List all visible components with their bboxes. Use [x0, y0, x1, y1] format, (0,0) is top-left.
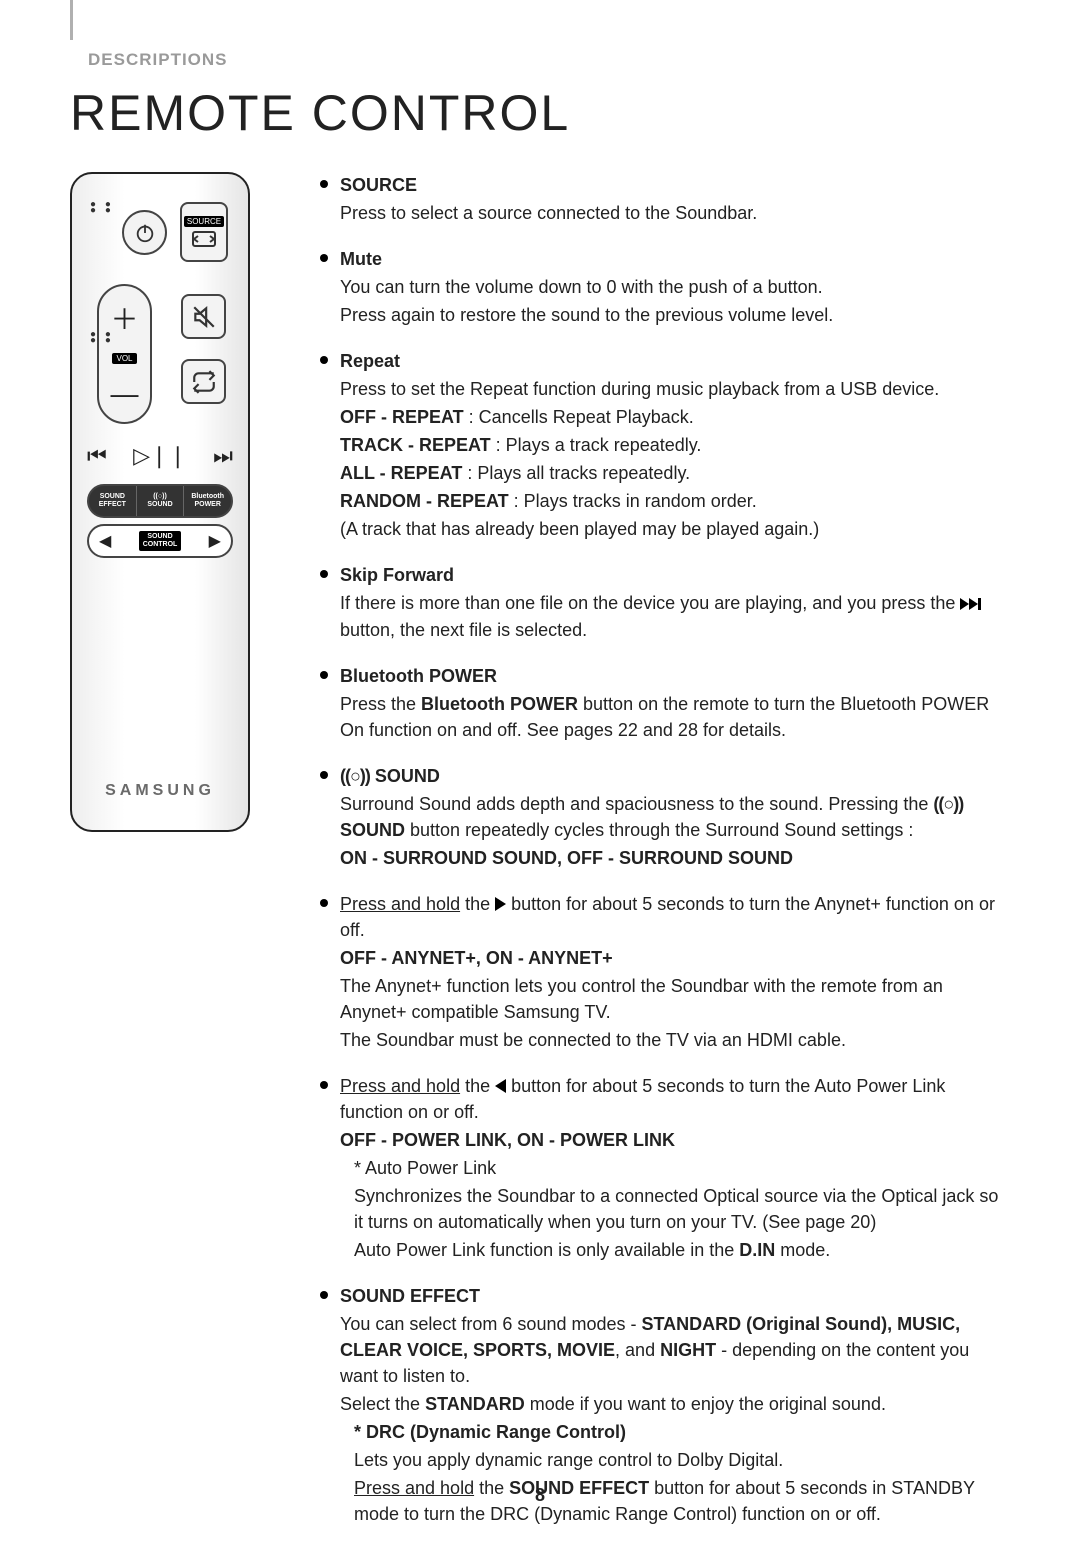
- item-subtext: * Auto Power Link: [340, 1155, 1010, 1181]
- plus-icon: ＋: [110, 298, 138, 338]
- transport-row: ⏮ ▷❘❘ ⏭: [87, 436, 233, 476]
- item-repeat: Repeat Press to set the Repeat function …: [320, 348, 1010, 542]
- sound-control-label: SOUNDCONTROL: [139, 531, 182, 551]
- remote-column: ● ●● ● SOURCE ＋ VOL — ● ●● ● ⏮ ▷❘: [70, 172, 270, 1547]
- item-options: ON - SURROUND SOUND, OFF - SURROUND SOUN…: [340, 845, 1010, 871]
- item-text: Press to set the Repeat function during …: [340, 376, 1010, 402]
- item-heading: ((○)) SOUND: [340, 763, 1010, 789]
- item-heading: Skip Forward: [340, 562, 1010, 588]
- volume-rocker-icon: ＋ VOL —: [97, 284, 152, 424]
- item-source: SOURCE Press to select a source connecte…: [320, 172, 1010, 226]
- dot-grid-icon: ● ●● ●: [90, 202, 114, 214]
- source-label: SOURCE: [184, 216, 224, 227]
- repeat-button-icon: [181, 359, 226, 404]
- item-power-link: Press and hold the button for about 5 se…: [320, 1073, 1010, 1263]
- right-arrow-icon: ▶: [209, 531, 221, 551]
- source-button-icon: SOURCE: [180, 202, 228, 262]
- item-options: OFF - POWER LINK, ON - POWER LINK: [340, 1127, 1010, 1153]
- item-text: You can turn the volume down to 0 with t…: [340, 274, 1010, 300]
- item-text: Surround Sound adds depth and spaciousne…: [340, 791, 1010, 843]
- item-text: Press to select a source connected to th…: [340, 200, 1010, 226]
- item-text: The Anynet+ function lets you control th…: [340, 973, 1010, 1025]
- item-text: ALL - REPEAT : Plays all tracks repeated…: [340, 460, 1010, 486]
- surround-icon: ((○)): [340, 766, 370, 786]
- item-text: (A track that has already been played ma…: [340, 516, 1010, 542]
- item-heading: SOUND EFFECT: [340, 1283, 1010, 1309]
- item-skip-forward: Skip Forward If there is more than one f…: [320, 562, 1010, 643]
- item-text: Select the STANDARD mode if you want to …: [340, 1391, 1010, 1417]
- play-pause-icon: ▷❘❘: [133, 443, 187, 469]
- surround-sound-cell: ((○))SOUND: [137, 486, 185, 516]
- item-subtext: Synchronizes the Soundbar to a connected…: [340, 1183, 1010, 1235]
- item-subtext: Auto Power Link function is only availab…: [340, 1237, 1010, 1263]
- function-pill-row: SOUNDEFFECT ((○))SOUND BluetoothPOWER: [87, 484, 233, 518]
- item-text: RANDOM - REPEAT : Plays tracks in random…: [340, 488, 1010, 514]
- item-anynet: Press and hold the button for about 5 se…: [320, 891, 1010, 1053]
- page-title: REMOTE CONTROL: [70, 84, 1010, 142]
- mute-button-icon: [181, 294, 226, 339]
- item-text: If there is more than one file on the de…: [340, 590, 1010, 643]
- play-icon: [495, 897, 506, 911]
- prev-track-icon: ⏮: [87, 443, 107, 469]
- item-bluetooth-power: Bluetooth POWER Press the Bluetooth POWE…: [320, 663, 1010, 743]
- item-mute: Mute You can turn the volume down to 0 w…: [320, 246, 1010, 328]
- minus-icon: —: [111, 378, 139, 410]
- item-text: Press again to restore the sound to the …: [340, 302, 1010, 328]
- drc-heading: * DRC (Dynamic Range Control): [340, 1419, 1010, 1445]
- item-heading: Bluetooth POWER: [340, 663, 1010, 689]
- item-surround-sound: ((○)) SOUND Surround Sound adds depth an…: [320, 763, 1010, 871]
- item-text: Press the Bluetooth POWER button on the …: [340, 691, 1010, 743]
- header-bar: [70, 0, 73, 40]
- item-text: The Soundbar must be connected to the TV…: [340, 1027, 1010, 1053]
- fast-forward-icon: [960, 591, 981, 617]
- dot-grid-icon-2: ● ●● ●: [90, 332, 114, 344]
- item-text: Press and hold the button for about 5 se…: [340, 1073, 1010, 1125]
- item-heading: Repeat: [340, 348, 1010, 374]
- bluetooth-power-cell: BluetoothPOWER: [184, 486, 231, 516]
- left-arrow-icon: ◀: [99, 531, 111, 551]
- descriptions-column: SOURCE Press to select a source connecte…: [320, 172, 1010, 1547]
- sound-control-pill: ◀ SOUNDCONTROL ▶: [87, 524, 233, 558]
- item-text: Press and hold the button for about 5 se…: [340, 891, 1010, 943]
- brand-logo: SAMSUNG: [72, 782, 248, 800]
- item-heading: Mute: [340, 246, 1010, 272]
- next-track-icon: ⏭: [213, 443, 233, 469]
- main-layout: ● ●● ● SOURCE ＋ VOL — ● ●● ● ⏮ ▷❘: [70, 172, 1010, 1547]
- power-button-icon: [122, 210, 167, 255]
- item-text: OFF - REPEAT : Cancells Repeat Playback.: [340, 404, 1010, 430]
- page-number: 8: [0, 1485, 1080, 1506]
- remote-diagram: ● ●● ● SOURCE ＋ VOL — ● ●● ● ⏮ ▷❘: [70, 172, 250, 832]
- item-text: You can select from 6 sound modes - STAN…: [340, 1311, 1010, 1389]
- item-heading: SOURCE: [340, 172, 1010, 198]
- sound-effect-cell: SOUNDEFFECT: [89, 486, 137, 516]
- item-text: TRACK - REPEAT : Plays a track repeatedl…: [340, 432, 1010, 458]
- vol-label: VOL: [112, 353, 136, 364]
- item-subtext: Lets you apply dynamic range control to …: [340, 1447, 1010, 1473]
- item-options: OFF - ANYNET+, ON - ANYNET+: [340, 945, 1010, 971]
- back-icon: [495, 1079, 506, 1093]
- breadcrumb: DESCRIPTIONS: [88, 50, 1010, 70]
